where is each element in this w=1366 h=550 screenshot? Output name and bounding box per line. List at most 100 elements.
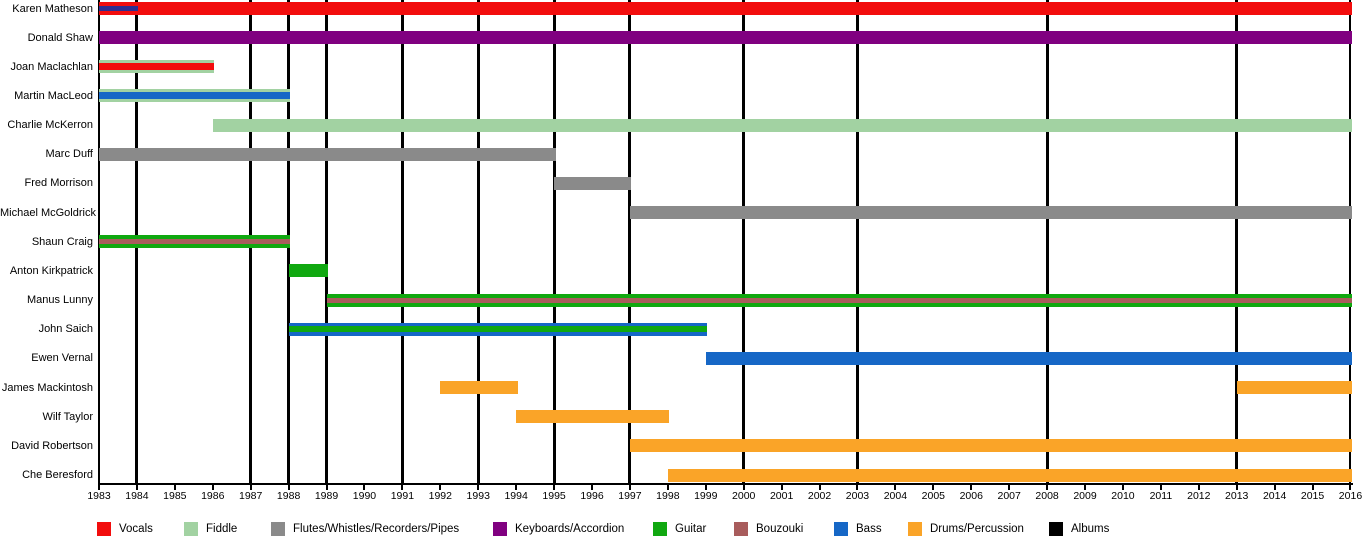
bar-layer-guitar (99, 244, 291, 249)
member-label: Anton Kirkpatrick (9, 264, 93, 277)
member-label: John Saich (38, 323, 93, 336)
member-bar (99, 89, 291, 103)
year-tick-label: 2007 (997, 490, 1021, 502)
bar-layer-bass (705, 351, 1352, 365)
legend-label: Drums/Percussion (930, 523, 1024, 535)
year-tick-label: 1984 (125, 490, 149, 502)
year-tick-label: 1999 (694, 490, 718, 502)
member-bar (667, 468, 1352, 482)
album-line-2003 (855, 0, 859, 483)
member-bar (326, 293, 1352, 307)
legend-label: Bass (856, 523, 882, 535)
album-line-1993 (476, 0, 480, 483)
member-bar (440, 381, 518, 395)
member-label: Che Beresford (22, 469, 93, 482)
year-tick-1992 (439, 485, 442, 490)
member-label: Martin MacLeod (14, 89, 93, 102)
album-line-1989 (325, 0, 329, 483)
member-label: Michael McGoldrick (0, 206, 96, 219)
bar-layer-bass (288, 332, 708, 336)
member-bar (99, 31, 1352, 45)
album-line-2000 (742, 0, 746, 483)
member-bar (288, 264, 329, 278)
year-tick-2003 (856, 485, 859, 490)
album-line-2008 (1045, 0, 1049, 483)
bar-layer-flutes (554, 176, 632, 190)
year-tick-label: 2016 (1338, 490, 1363, 502)
year-tick-label: 2012 (1187, 490, 1211, 502)
member-label: Karen Matheson (12, 2, 93, 15)
year-tick-label: 1985 (163, 490, 187, 502)
bass-legend-swatch (834, 522, 848, 536)
year-tick-2012 (1197, 485, 1200, 490)
legend-label: Keyboards/Accordion (515, 523, 625, 535)
bar-layer-bouzouki (326, 297, 1352, 303)
plot-border-bottom (98, 483, 1353, 485)
year-tick-label: 1996 (580, 490, 604, 502)
member-bar (629, 439, 1352, 453)
bar-layer-drums (667, 468, 1352, 482)
member-bar (554, 176, 632, 190)
member-bar (99, 2, 1352, 15)
year-tick-label: 1989 (314, 490, 339, 502)
year-tick-1988 (287, 485, 290, 490)
legend-label: Bouzouki (756, 523, 804, 535)
year-tick-2001 (780, 485, 783, 490)
member-bar (99, 147, 556, 161)
year-tick-label: 1995 (542, 490, 566, 502)
legend-label: Guitar (675, 523, 707, 535)
member-bar (212, 118, 1352, 132)
member-bar (629, 206, 1352, 220)
year-tick-2007 (1008, 485, 1011, 490)
year-tick-1994 (515, 485, 518, 490)
member-label: Donald Shaw (27, 31, 93, 44)
year-tick-1986 (211, 485, 214, 490)
legend-item-flutes: Flutes/Whistles/Recorders/Pipes (271, 522, 459, 536)
year-tick-label: 1998 (656, 490, 680, 502)
year-tick-label: 2010 (1111, 490, 1135, 502)
bar-layer-fiddle (99, 60, 215, 64)
member-label: Wilf Taylor (42, 410, 93, 423)
member-label: Marc Duff (45, 148, 93, 161)
legend-item-bass: Bass (834, 522, 882, 536)
legend-item-fiddle: Fiddle (184, 522, 237, 536)
year-tick-1995 (553, 485, 556, 490)
member-bar (705, 351, 1352, 365)
bar-layer-drums (629, 439, 1352, 453)
year-tick-label: 1983 (87, 490, 111, 502)
legend-item-drums: Drums/Percussion (908, 522, 1024, 536)
member-bar (99, 6, 139, 11)
year-tick-1996 (591, 485, 593, 490)
album-line-1997 (628, 0, 632, 483)
fiddle-legend-swatch (184, 522, 198, 536)
year-tick-label: 2001 (769, 490, 794, 502)
bar-layer-bass (99, 92, 291, 100)
bar-layer-drums (440, 381, 518, 395)
bar-layer-flutes (629, 206, 1352, 220)
bar-layer-flutes (99, 147, 556, 161)
year-tick-label: 2008 (1035, 490, 1059, 502)
guitar-legend-swatch (653, 522, 667, 536)
year-tick-2009 (1084, 485, 1087, 490)
bar-layer-bouzouki (99, 239, 291, 245)
album-line-1995 (552, 0, 556, 483)
drums-legend-swatch (908, 522, 922, 536)
member-bar (1236, 381, 1352, 395)
bar-layer-vocals (99, 63, 215, 71)
legend-label: Vocals (119, 523, 153, 535)
member-label: Manus Lunny (26, 294, 93, 307)
member-bar (99, 235, 291, 249)
legend-label: Flutes/Whistles/Recorders/Pipes (293, 523, 460, 535)
year-tick-1993 (477, 485, 480, 490)
bar-layer-guitar (326, 293, 1352, 298)
member-label: Fred Morrison (24, 177, 93, 190)
year-tick-2016 (1349, 485, 1352, 490)
legend-label: Fiddle (206, 523, 238, 535)
year-tick-label: 1987 (239, 490, 263, 502)
bar-layer-guitar (326, 302, 1352, 307)
album-line-2013 (1235, 0, 1239, 483)
year-tick-2014 (1273, 485, 1276, 490)
year-tick-1984 (135, 485, 138, 490)
year-tick-1997 (628, 485, 631, 490)
